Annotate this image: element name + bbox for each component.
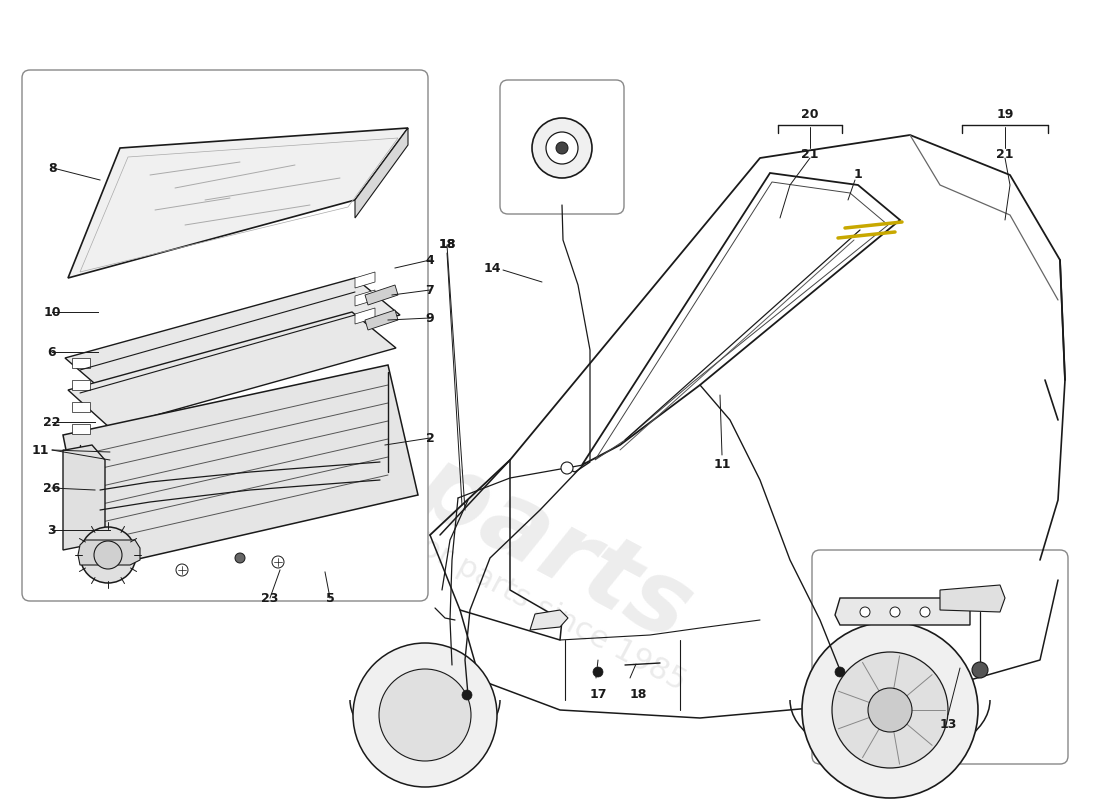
FancyBboxPatch shape [812,550,1068,764]
Polygon shape [355,308,375,324]
Circle shape [532,118,592,178]
Polygon shape [365,285,398,305]
Text: 7: 7 [426,283,434,297]
Text: 13: 13 [939,718,957,731]
Polygon shape [72,380,90,390]
Text: 4: 4 [426,254,434,266]
Polygon shape [68,128,408,278]
Text: 19: 19 [997,109,1014,122]
Circle shape [80,527,136,583]
Circle shape [176,564,188,576]
Text: 9: 9 [426,311,434,325]
Text: 22: 22 [43,415,60,429]
FancyBboxPatch shape [500,80,624,214]
Circle shape [94,541,122,569]
Text: 21: 21 [801,149,818,162]
Polygon shape [940,585,1005,612]
Text: 21: 21 [997,149,1014,162]
Text: 23: 23 [262,591,278,605]
Circle shape [462,690,472,700]
Circle shape [379,669,471,761]
Circle shape [832,652,948,768]
Circle shape [593,667,603,677]
Circle shape [235,553,245,563]
Circle shape [860,607,870,617]
Text: 14: 14 [483,262,500,274]
Polygon shape [68,312,396,428]
Text: europarts: europarts [173,318,707,662]
Text: 18: 18 [629,689,647,702]
Text: 11: 11 [31,443,48,457]
Text: 6: 6 [47,346,56,358]
Polygon shape [63,445,104,550]
Text: 17: 17 [590,689,607,702]
Text: 8: 8 [48,162,57,174]
Circle shape [546,132,578,164]
Polygon shape [63,365,418,570]
Polygon shape [72,424,90,434]
Polygon shape [835,598,970,625]
Circle shape [556,142,568,154]
Text: 2: 2 [426,431,434,445]
Polygon shape [355,128,408,218]
Circle shape [561,462,573,474]
Text: 11: 11 [713,458,730,471]
Polygon shape [72,402,90,412]
Circle shape [835,667,845,677]
Text: 26: 26 [43,482,60,494]
Text: 20: 20 [801,109,818,122]
Circle shape [972,662,988,678]
Text: 18: 18 [438,238,455,251]
Text: 3: 3 [47,523,56,537]
Text: a passion for parts since 1985: a passion for parts since 1985 [270,454,691,696]
Circle shape [353,643,497,787]
Polygon shape [65,278,400,395]
Text: 5: 5 [326,591,334,605]
Text: 18: 18 [438,238,455,251]
Text: 10: 10 [43,306,60,318]
Text: 1: 1 [854,169,862,182]
Polygon shape [78,540,140,565]
Polygon shape [355,290,375,306]
Circle shape [890,607,900,617]
FancyBboxPatch shape [22,70,428,601]
Circle shape [802,622,978,798]
Circle shape [272,556,284,568]
Circle shape [920,607,929,617]
Polygon shape [530,610,568,630]
Polygon shape [72,358,90,368]
Polygon shape [355,272,375,288]
Circle shape [868,688,912,732]
Polygon shape [365,310,398,330]
